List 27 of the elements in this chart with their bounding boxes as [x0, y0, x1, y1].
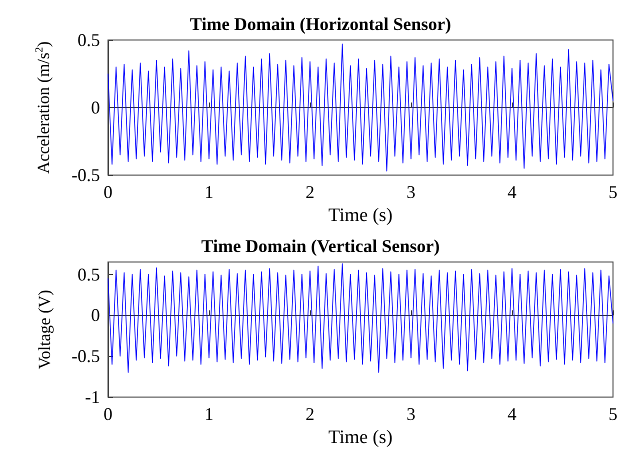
x-tick-label: 0: [104, 182, 112, 202]
x-tick-label: 5: [608, 404, 618, 424]
y-tick-label: 0.5: [78, 30, 100, 50]
y-tick-label: -0.5: [72, 165, 100, 186]
chart-title: Time Domain (Vertical Sensor): [201, 236, 440, 256]
line-series: [108, 263, 614, 373]
x-tick-label: 1: [204, 182, 214, 202]
x-tick-label: 3: [406, 182, 416, 202]
y-tick-label: -1: [85, 387, 100, 408]
y-axis-title: Voltage (V): [35, 290, 54, 370]
x-tick-label: 0: [104, 404, 112, 424]
y-tick-label: 0.5: [78, 264, 100, 284]
x-tick-label: 1: [204, 404, 214, 424]
y-axis-title: Acceleration (m/s2): [34, 41, 53, 174]
x-tick-label: 3: [406, 404, 416, 424]
x-tick-label: 4: [508, 404, 516, 424]
y-tick-label: 0: [91, 305, 100, 326]
x-tick-label: 4: [508, 182, 516, 202]
x-tick-label: 2: [306, 182, 314, 202]
line-series: [108, 44, 614, 172]
chart-title: Time Domain (Horizontal Sensor): [190, 14, 452, 34]
x-tick-label: 5: [608, 182, 618, 202]
y-tick-label: -0.5: [72, 346, 100, 366]
x-axis-title: Time (s): [328, 427, 393, 448]
x-axis-title: Time (s): [328, 205, 393, 226]
y-tick-label: 0: [91, 98, 100, 118]
x-tick-label: 2: [306, 404, 314, 424]
